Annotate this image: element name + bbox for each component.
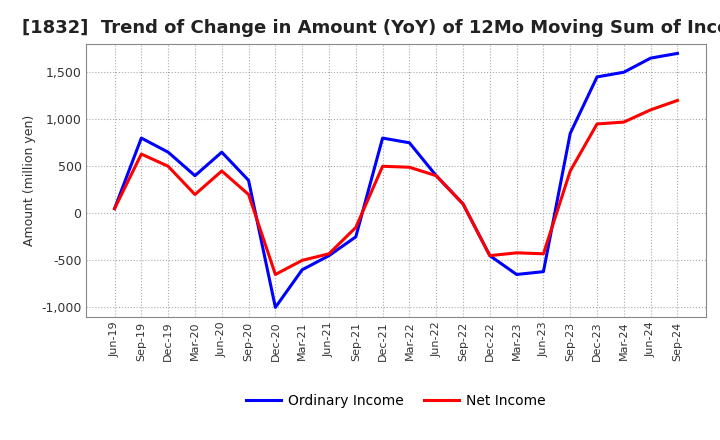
Ordinary Income [244,178,253,183]
Net Income [351,225,360,230]
Y-axis label: Amount (million yen): Amount (million yen) [22,115,35,246]
Net Income [566,169,575,174]
Net Income [271,272,279,277]
Ordinary Income [459,201,467,206]
Ordinary Income [378,136,387,141]
Net Income [593,121,601,127]
Title: [1832]  Trend of Change in Amount (YoY) of 12Mo Moving Sum of Incomes: [1832] Trend of Change in Amount (YoY) o… [22,19,720,37]
Line: Ordinary Income: Ordinary Income [114,53,678,308]
Net Income [432,173,441,178]
Ordinary Income [485,253,494,258]
Ordinary Income [110,206,119,211]
Ordinary Income [566,131,575,136]
Ordinary Income [432,173,441,178]
Net Income [405,165,414,170]
Ordinary Income [619,70,628,75]
Net Income [673,98,682,103]
Ordinary Income [673,51,682,56]
Ordinary Income [593,74,601,80]
Ordinary Income [298,267,307,272]
Ordinary Income [191,173,199,178]
Ordinary Income [539,269,548,274]
Net Income [619,119,628,125]
Ordinary Income [405,140,414,145]
Line: Net Income: Net Income [114,100,678,275]
Ordinary Income [217,150,226,155]
Net Income [647,107,655,113]
Net Income [325,251,333,257]
Net Income [539,251,548,257]
Net Income [513,250,521,256]
Ordinary Income [271,305,279,310]
Net Income [244,192,253,197]
Ordinary Income [137,136,145,141]
Ordinary Income [164,150,173,155]
Net Income [298,258,307,263]
Ordinary Income [325,253,333,258]
Net Income [459,201,467,206]
Net Income [191,192,199,197]
Net Income [217,169,226,174]
Net Income [164,164,173,169]
Net Income [485,253,494,258]
Net Income [110,206,119,211]
Legend: Ordinary Income, Net Income: Ordinary Income, Net Income [240,389,552,414]
Ordinary Income [513,272,521,277]
Net Income [137,151,145,157]
Net Income [378,164,387,169]
Ordinary Income [351,234,360,239]
Ordinary Income [647,55,655,61]
